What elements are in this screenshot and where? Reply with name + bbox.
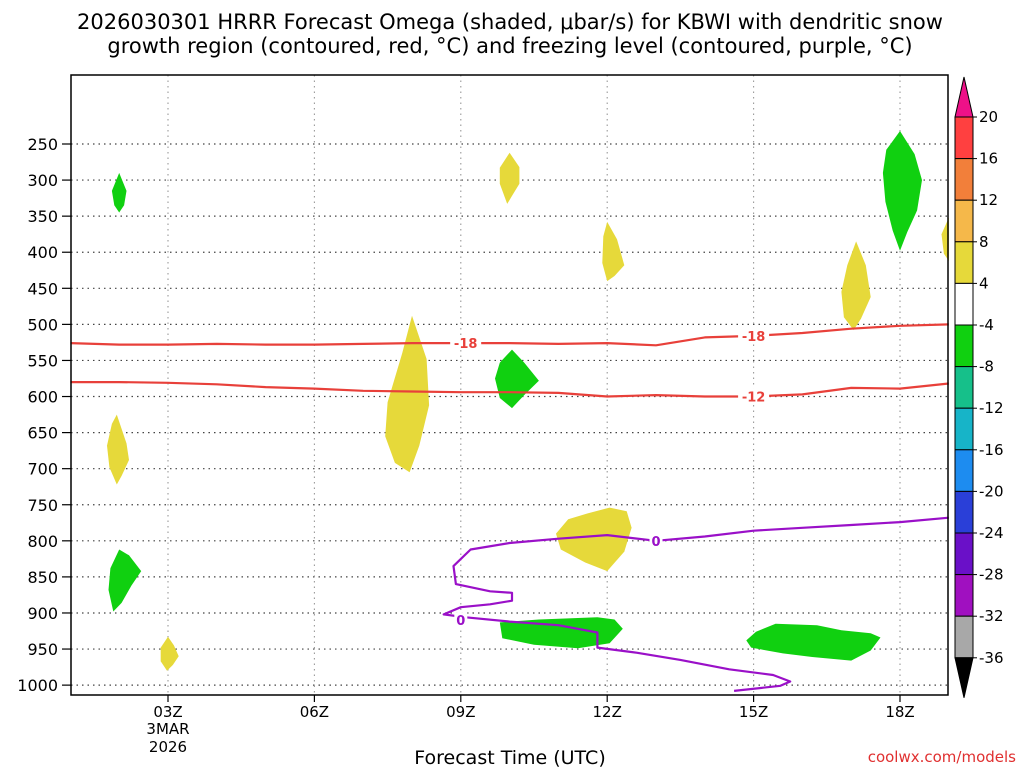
contour-line bbox=[70, 381, 949, 398]
chart-title-line-1: 2026030301 HRRR Forecast Omega (shaded, … bbox=[77, 10, 943, 34]
y-axis-ticks: 250 300 350 400 450 500 550 600 650 700 750 800 850 9… bbox=[17, 135, 71, 695]
contour-label-background bbox=[738, 327, 770, 343]
y-tick-label: 800 bbox=[27, 532, 58, 551]
contour-label: 0 bbox=[651, 535, 660, 550]
x-axis-ticks: 03Z 06Z 09Z 12Z 15Z 18Z bbox=[153, 695, 915, 721]
omega-region bbox=[499, 152, 520, 204]
colorbar-label: -36 bbox=[979, 649, 1004, 667]
y-tick-label: 600 bbox=[27, 388, 58, 407]
x-axis-label: Forecast Time (UTC) bbox=[414, 747, 605, 768]
colorbar-bin bbox=[954, 76, 974, 118]
colorbar-bin bbox=[954, 366, 974, 409]
contour-line bbox=[442, 516, 949, 692]
colorbar-bin bbox=[954, 116, 974, 160]
contour-line bbox=[70, 323, 949, 347]
omega-region bbox=[160, 636, 179, 671]
chart-title-line-2: growth region (contoured, red, °C) and f… bbox=[107, 34, 912, 58]
colorbar-bin bbox=[954, 532, 974, 576]
colorbar-label: 4 bbox=[979, 274, 989, 292]
y-tick-label: 950 bbox=[27, 640, 58, 659]
x-tick-label: 09Z bbox=[446, 703, 475, 721]
colorbar-bin bbox=[954, 324, 974, 368]
colorbar-bin bbox=[954, 574, 974, 617]
contour-label-background bbox=[450, 335, 482, 351]
colorbar-bin bbox=[954, 241, 974, 284]
omega-region bbox=[746, 623, 881, 661]
colorbar-bin bbox=[954, 615, 974, 659]
colorbar-label: -8 bbox=[979, 358, 994, 376]
omega-region bbox=[495, 349, 539, 409]
colorbar-bin bbox=[954, 490, 974, 534]
colorbar-label: 12 bbox=[979, 191, 998, 209]
colorbar-label: -32 bbox=[979, 607, 1004, 625]
colorbar-label: -12 bbox=[979, 399, 1004, 417]
colorbar-bin bbox=[954, 407, 974, 451]
colorbar-label: 20 bbox=[979, 108, 998, 126]
colorbar-label: -28 bbox=[979, 566, 1004, 584]
y-tick-label: 450 bbox=[27, 279, 58, 298]
colorbar-bin bbox=[954, 158, 974, 201]
contour-label: -12 bbox=[742, 391, 766, 406]
colorbar-bin bbox=[954, 449, 974, 492]
omega-region bbox=[882, 131, 922, 251]
colorbar-label: -4 bbox=[979, 316, 994, 334]
omega-region bbox=[111, 172, 127, 213]
omega-region bbox=[107, 414, 129, 485]
colorbar-bin bbox=[954, 199, 974, 243]
y-tick-label: 1000 bbox=[17, 676, 58, 695]
contour-label-background bbox=[454, 612, 468, 628]
contour-labels: -18 -18 -12 0 0 bbox=[450, 327, 770, 629]
date-label-year: 2026 bbox=[149, 738, 187, 756]
y-tick-label: 400 bbox=[27, 243, 58, 262]
y-tick-label: 500 bbox=[27, 315, 58, 334]
x-tick-label: 12Z bbox=[593, 703, 622, 721]
colorbar-label: -24 bbox=[979, 524, 1004, 542]
temperature-contours bbox=[70, 323, 949, 692]
omega-region bbox=[499, 617, 623, 649]
colorbar-label: -16 bbox=[979, 441, 1004, 459]
omega-shaded-regions bbox=[107, 131, 949, 671]
date-label-day-month: 3MAR bbox=[146, 720, 189, 738]
y-tick-label: 850 bbox=[27, 568, 58, 587]
contour-label: -18 bbox=[742, 330, 766, 345]
x-tick-label: 15Z bbox=[739, 703, 768, 721]
omega-region bbox=[556, 507, 632, 572]
y-tick-label: 350 bbox=[27, 207, 58, 226]
x-tick-label: 03Z bbox=[153, 703, 182, 721]
colorbar: 20 16 12 8 4 -4 -8 -12 -16 -20 -24 -28 -32 -36 bbox=[954, 76, 1004, 698]
omega-region bbox=[602, 221, 625, 282]
contour-label-background bbox=[649, 532, 663, 548]
y-tick-label: 750 bbox=[27, 496, 58, 515]
y-tick-label: 300 bbox=[27, 171, 58, 190]
y-tick-label: 550 bbox=[27, 351, 58, 370]
y-tick-label: 900 bbox=[27, 604, 58, 623]
omega-region bbox=[941, 217, 949, 261]
colorbar-bin bbox=[954, 282, 974, 326]
y-tick-label: 700 bbox=[27, 460, 58, 479]
colorbar-bin bbox=[954, 657, 974, 698]
y-tick-label: 250 bbox=[27, 135, 58, 154]
credit-text: coolwx.com/models bbox=[868, 748, 1016, 766]
colorbar-label: 8 bbox=[979, 233, 989, 251]
contour-label: 0 bbox=[456, 614, 465, 629]
omega-region bbox=[385, 315, 430, 473]
contour-label: -18 bbox=[454, 337, 478, 352]
x-tick-label: 18Z bbox=[885, 703, 914, 721]
y-tick-label: 650 bbox=[27, 424, 58, 443]
colorbar-label: -20 bbox=[979, 482, 1004, 500]
x-tick-label: 06Z bbox=[300, 703, 329, 721]
contour-label-background bbox=[738, 388, 770, 404]
colorbar-label: 16 bbox=[979, 150, 998, 168]
omega-region bbox=[108, 549, 142, 612]
plot-frame bbox=[70, 74, 949, 696]
omega-region bbox=[841, 241, 871, 331]
